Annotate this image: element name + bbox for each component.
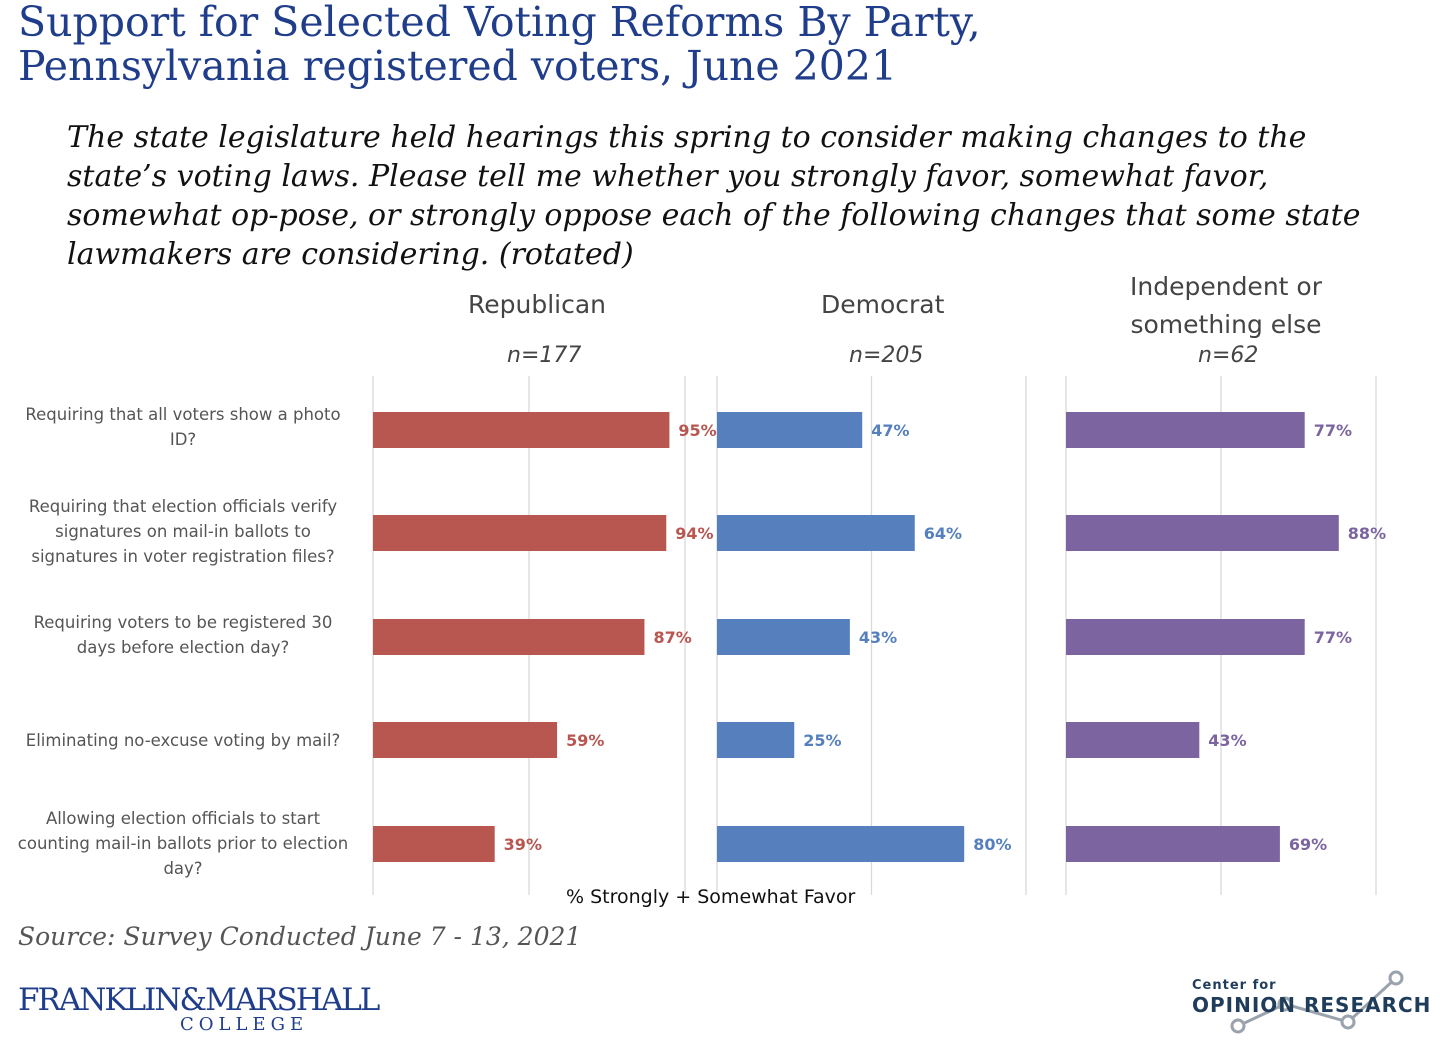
survey-question: The state legislature held hearings this… [67, 120, 1361, 272]
data-label: 94% [675, 524, 713, 543]
category-label: Requiring voters to be registered 30 day… [33, 613, 333, 657]
data-label: 87% [653, 628, 691, 647]
category-label: Requiring that all voters show a photo I… [25, 405, 341, 449]
cor-network-icon [1230, 970, 1404, 1034]
panel-n-independent: n=62 [1198, 343, 1259, 368]
bar [373, 515, 667, 551]
chart-title: Support for Selected Voting Reforms By P… [18, 0, 981, 88]
panel-title-independent-line1: Independent or [1130, 272, 1322, 301]
bar [1066, 826, 1280, 862]
chart-title-line2: Pennsylvania registered voters, June 202… [18, 42, 898, 90]
bar [1066, 722, 1200, 758]
data-label: 95% [678, 421, 716, 440]
bar [373, 722, 558, 758]
bar [717, 722, 795, 758]
bar [717, 826, 965, 862]
category-label: Allowing election officials to start cou… [17, 809, 349, 878]
panel-title-independent-line2: something else [1130, 310, 1322, 339]
data-label: 25% [803, 731, 841, 750]
bar [717, 412, 863, 448]
category-label: Eliminating no-excuse voting by mail? [25, 731, 341, 750]
category-label: Requiring that election officials verify… [28, 497, 338, 566]
bar [717, 619, 850, 655]
data-label: 69% [1289, 835, 1327, 854]
cor-logo-small-text: Center for [1192, 978, 1277, 993]
chart-title-line1: Support for Selected Voting Reforms By P… [18, 0, 981, 46]
bar [1066, 515, 1339, 551]
center-opinion-research-logo: Center for OPINION RESEARCH [1180, 966, 1430, 1038]
data-label: 80% [973, 835, 1011, 854]
data-label: 43% [1208, 731, 1246, 750]
bar [373, 412, 670, 448]
source-note: Source: Survey Conducted June 7 - 13, 20… [18, 922, 582, 951]
data-label: 43% [859, 628, 897, 647]
bar [1066, 412, 1305, 448]
fm-logo-wordmark: FRANKLIN&MARSHALL [18, 982, 380, 1018]
cor-logo-big-text: OPINION RESEARCH [1192, 993, 1432, 1017]
franklin-marshall-logo: FRANKLIN&MARSHALL COLLEGE [18, 982, 380, 1040]
panel-title-democrat: Democrat [821, 290, 945, 319]
data-label: 39% [504, 835, 542, 854]
data-label: 88% [1348, 524, 1386, 543]
x-axis-caption: % Strongly + Somewhat Favor [566, 886, 856, 908]
bar [373, 826, 495, 862]
data-label: 47% [871, 421, 909, 440]
data-label: 59% [566, 731, 604, 750]
panel-n-republican: n=177 [507, 343, 582, 368]
data-label: 64% [924, 524, 962, 543]
data-label: 77% [1314, 421, 1352, 440]
data-label: 77% [1314, 628, 1352, 647]
bar [373, 619, 645, 655]
fm-logo-college: COLLEGE [180, 1014, 309, 1035]
panel-title-republican: Republican [468, 290, 607, 319]
bar [1066, 619, 1305, 655]
panel-title-independent: Independent or something else [1086, 268, 1366, 344]
panel-n-democrat: n=205 [849, 343, 924, 368]
bar [717, 515, 915, 551]
